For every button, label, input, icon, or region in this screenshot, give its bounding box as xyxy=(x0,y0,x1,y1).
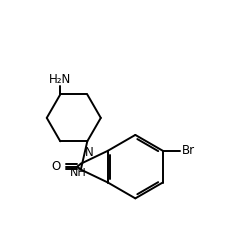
Text: H₂N: H₂N xyxy=(49,72,71,86)
Text: Br: Br xyxy=(181,144,194,157)
Text: O: O xyxy=(51,160,60,173)
Text: NH: NH xyxy=(70,168,86,178)
Text: N: N xyxy=(85,145,94,159)
